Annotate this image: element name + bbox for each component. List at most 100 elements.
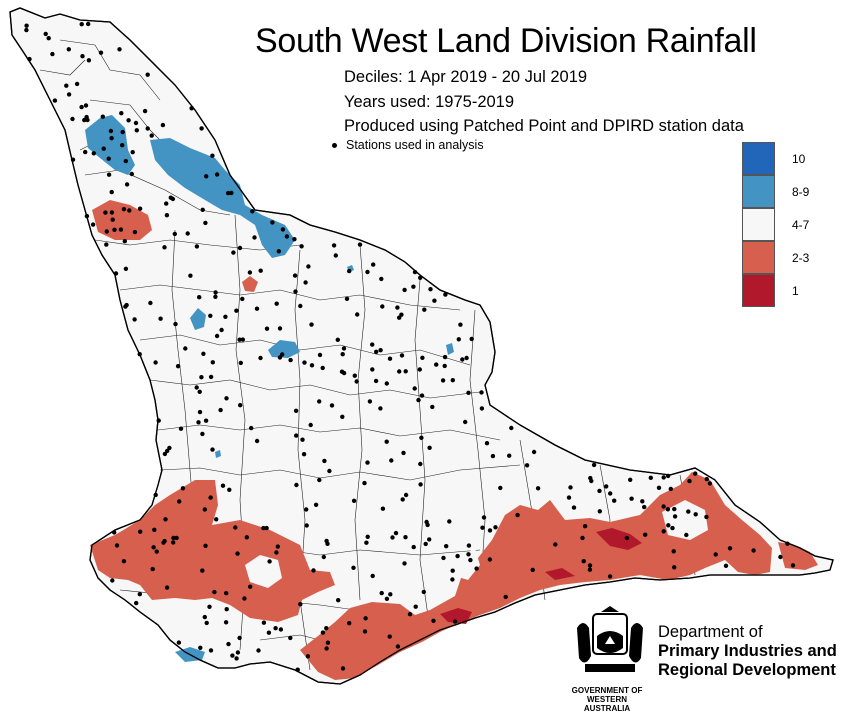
station-dot [365, 534, 370, 539]
station-dot [249, 425, 254, 431]
station-dot [331, 243, 337, 248]
station-dot [24, 23, 29, 28]
station-dot [104, 242, 109, 247]
station-dot [86, 58, 92, 63]
station-dot [665, 473, 671, 479]
station-dot [442, 363, 447, 369]
station-dot [233, 525, 238, 530]
station-dot [66, 92, 72, 97]
stations-legend: Stations used in analysis [332, 138, 484, 152]
station-dot [379, 590, 384, 596]
station-dot [305, 654, 311, 659]
station-dot [43, 31, 48, 37]
station-dot [422, 307, 427, 312]
department-name: Department of Primary Industries and Reg… [658, 623, 837, 680]
legend-label: 2-3 [792, 251, 810, 265]
station-dot [122, 239, 128, 244]
station-dot [355, 312, 360, 317]
station-dot [428, 287, 433, 292]
station-dot [219, 327, 224, 333]
station-dot [200, 207, 205, 212]
station-dot [52, 98, 58, 103]
station-dot [80, 54, 85, 59]
station-dot [103, 210, 108, 215]
station-dot [152, 527, 157, 532]
station-dot [628, 477, 633, 482]
station-dot [403, 369, 408, 374]
station-dot [402, 287, 407, 293]
legend-swatch [742, 208, 775, 241]
station-dot [145, 72, 150, 77]
station-dot [235, 650, 241, 655]
station-dot [399, 353, 405, 358]
station-dot [208, 648, 214, 653]
station-dot [110, 578, 115, 583]
station-dot [455, 553, 460, 559]
station-dot [124, 182, 130, 187]
station-dot [248, 584, 253, 589]
station-dot [401, 450, 406, 456]
station-dot [304, 523, 309, 528]
station-dot [440, 378, 446, 383]
station-dot [341, 346, 347, 351]
station-dot [507, 453, 512, 458]
station-dot [229, 190, 234, 196]
station-dot [149, 133, 154, 138]
station-dot [336, 598, 341, 603]
station-dot [106, 156, 111, 161]
station-dot [665, 507, 671, 512]
station-dot-icon [332, 143, 337, 149]
station-dot [306, 264, 311, 269]
station-dot [444, 544, 449, 549]
station-dot [113, 271, 119, 276]
station-dot [479, 406, 485, 411]
station-dot [91, 151, 97, 156]
station-dot [299, 244, 304, 249]
station-dot [197, 389, 202, 394]
legend-label: 4-7 [792, 218, 810, 232]
legend-swatch [742, 142, 775, 175]
station-dot [70, 116, 75, 122]
station-dot [261, 620, 267, 625]
station-dot [79, 22, 84, 27]
station-dot [278, 627, 284, 632]
station-dot [226, 190, 231, 196]
department-line-1: Department of [658, 623, 763, 641]
station-dot [235, 551, 240, 556]
station-dot [264, 525, 269, 531]
station-dot [339, 369, 345, 374]
station-dot [531, 449, 537, 455]
station-dot [86, 21, 91, 27]
station-dot [70, 157, 76, 162]
station-dot [123, 304, 128, 309]
station-dot [294, 433, 299, 438]
station-dot [298, 303, 303, 309]
station-dot [46, 36, 51, 41]
station-dot [480, 525, 485, 530]
station-dot [162, 451, 168, 457]
department-line-2: Primary Industries and [658, 642, 837, 660]
station-dot [466, 390, 471, 395]
stations-note-text: Stations used in analysis [346, 138, 484, 152]
station-dot [237, 337, 242, 342]
station-dot [387, 356, 393, 361]
station-dot [240, 296, 245, 302]
station-dot [200, 568, 205, 573]
station-dot [250, 209, 255, 214]
station-dot [466, 552, 471, 557]
station-dot [203, 220, 208, 226]
station-dot [458, 322, 463, 327]
station-dot [370, 342, 375, 347]
station-dot [413, 604, 418, 609]
station-dot [210, 447, 215, 452]
station-dot [303, 280, 308, 285]
station-dot [419, 435, 424, 440]
station-dot [535, 486, 541, 491]
station-dot [293, 289, 298, 294]
station-dot [434, 362, 439, 367]
station-dot [395, 644, 401, 649]
station-dot [395, 305, 400, 310]
station-dot [137, 592, 142, 597]
station-dot [351, 498, 357, 503]
station-dot [213, 294, 218, 299]
